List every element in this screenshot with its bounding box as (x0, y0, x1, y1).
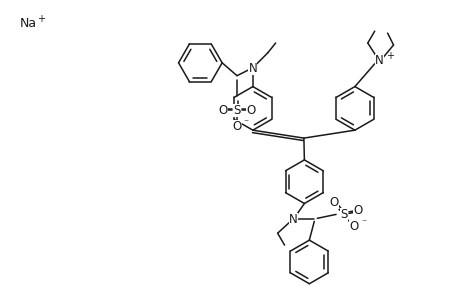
Text: ⁻: ⁻ (360, 218, 365, 228)
Text: O: O (246, 104, 255, 117)
Text: O: O (218, 104, 228, 117)
Text: ⁻: ⁻ (242, 118, 248, 128)
Text: O: O (353, 204, 362, 217)
Text: +: + (385, 51, 393, 61)
Text: O: O (348, 220, 358, 233)
Text: Na: Na (20, 17, 37, 30)
Text: S: S (339, 208, 347, 221)
Text: O: O (232, 120, 241, 133)
Text: N: N (375, 54, 383, 67)
Text: O: O (329, 196, 338, 209)
Text: N: N (248, 62, 257, 75)
Text: S: S (233, 104, 240, 117)
Text: N: N (288, 213, 297, 226)
Text: +: + (37, 14, 45, 24)
